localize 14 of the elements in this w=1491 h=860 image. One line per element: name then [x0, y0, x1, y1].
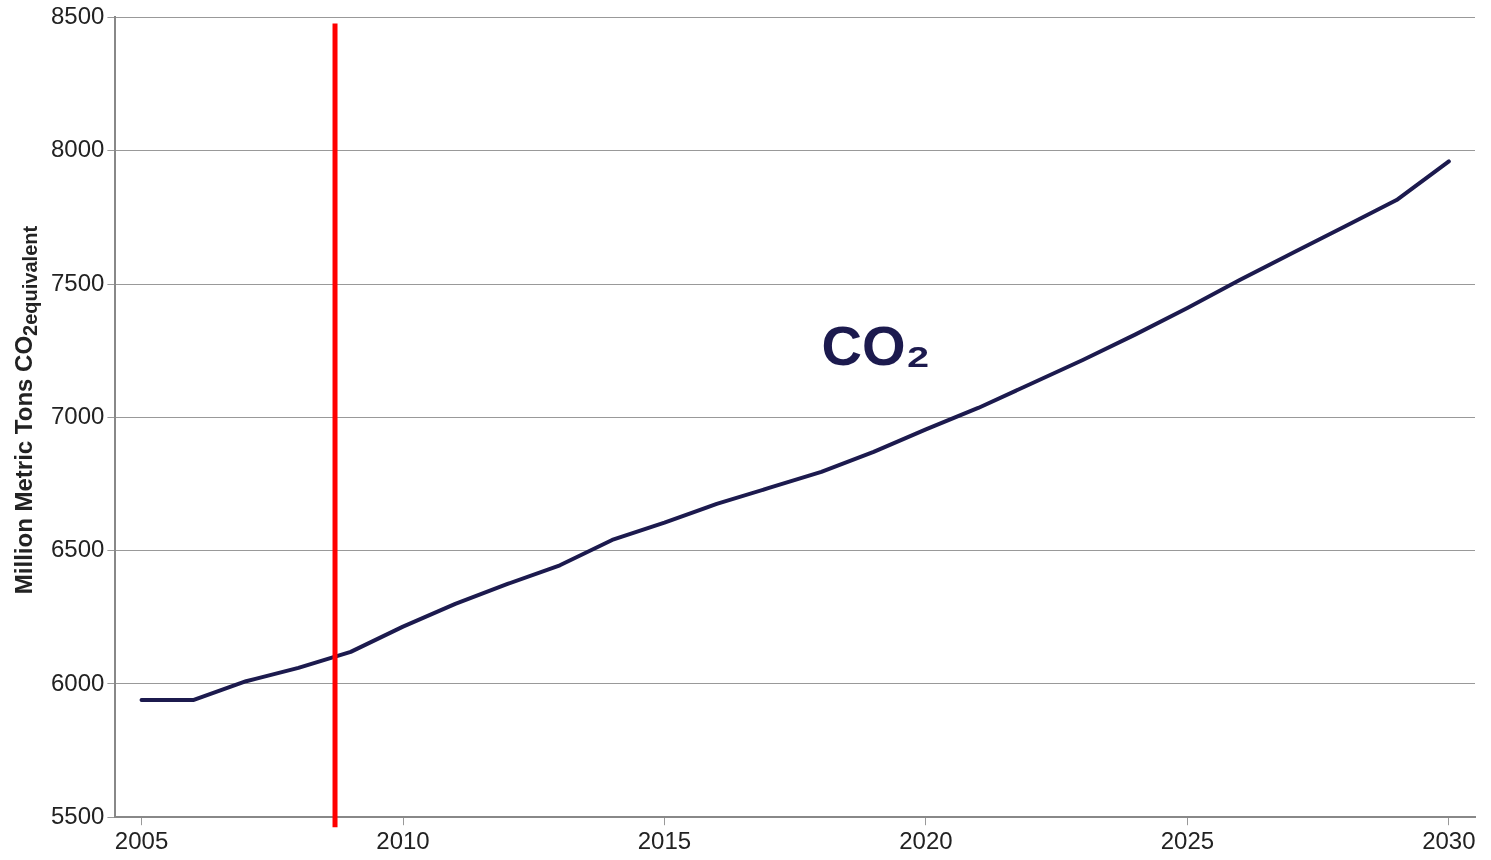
y-tick-label: 8500 — [51, 2, 105, 30]
y-tick-label: 7000 — [51, 401, 105, 429]
x-tick-label: 2020 — [899, 827, 953, 855]
x-tick-label: 2025 — [1160, 827, 1215, 855]
series-label: CO₂ — [821, 313, 931, 377]
x-tick-label: 2030 — [1422, 827, 1476, 855]
x-tick-label: 2010 — [376, 827, 430, 855]
y-tick-label: 6000 — [51, 668, 105, 696]
x-tick-label: 2005 — [114, 827, 169, 855]
y-tick-label: 7500 — [51, 268, 105, 296]
y-tick-label: 8000 — [51, 135, 105, 163]
y-tick-label: 5500 — [51, 801, 105, 829]
y-tick-label: 6500 — [51, 535, 105, 563]
x-tick-label: 2015 — [637, 827, 692, 855]
